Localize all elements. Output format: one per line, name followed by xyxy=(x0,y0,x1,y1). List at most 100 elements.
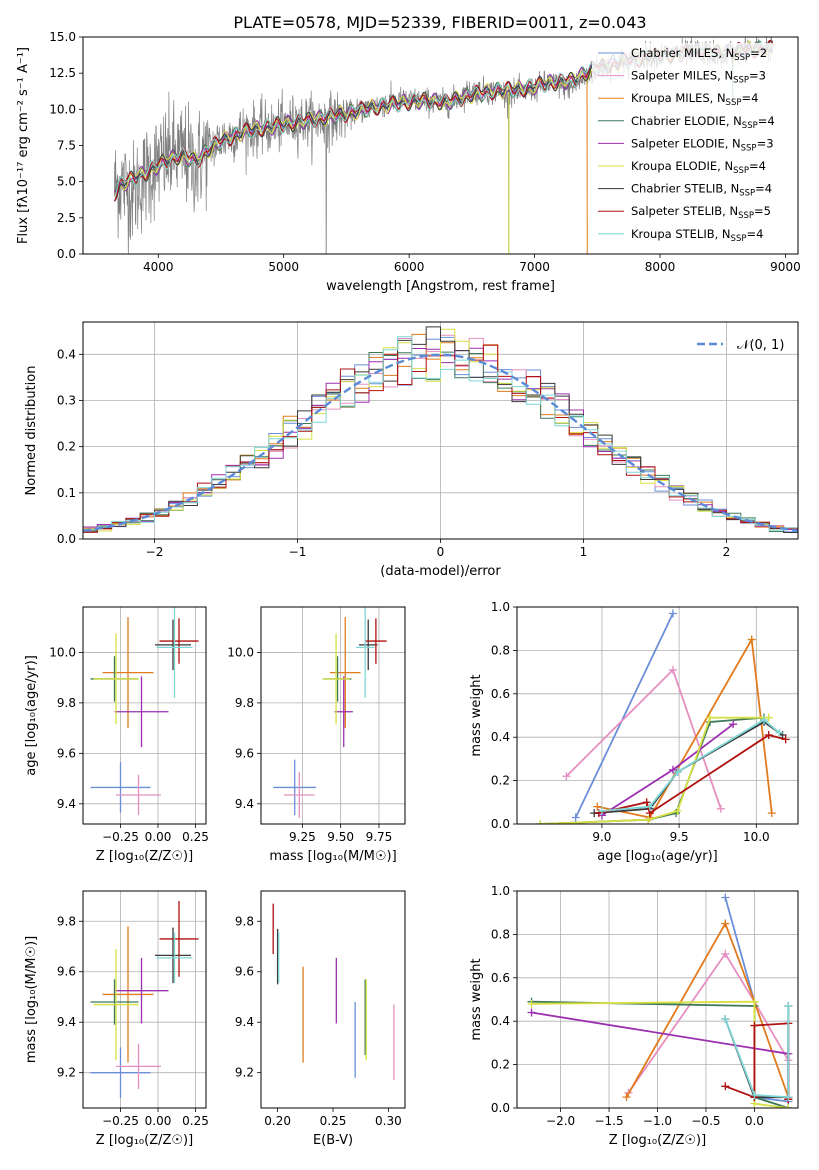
age-vs-mass-plot-area xyxy=(273,607,387,818)
mass-weight-marker xyxy=(597,806,606,815)
age-vs-mass-panel: 9.25 9.50 9.75 9.4 9.6 9.8 10.0 mass [log₁₀(M/M… xyxy=(227,606,406,864)
mass-weight-marker xyxy=(705,713,714,722)
axes-frame xyxy=(82,606,207,825)
y-tick-label: 9.8 xyxy=(235,696,254,710)
y-tick-label: 12.5 xyxy=(49,66,76,80)
mass-weight-marker xyxy=(750,1021,759,1030)
mass-weight-marker xyxy=(642,798,651,807)
legend-entry: Salpeter MILES, NSSP=3 xyxy=(631,69,766,86)
y-tick-label: 10.0 xyxy=(49,645,76,659)
y-tick-label: 9.8 xyxy=(235,914,254,928)
y-axis-label: mass weight xyxy=(469,674,484,756)
x-tick-label: 0.25 xyxy=(182,1114,209,1128)
y-tick-label: 0.3 xyxy=(57,393,76,407)
x-axis-label: (data-model)/error xyxy=(380,564,501,579)
axes-frame xyxy=(516,606,799,825)
mass-weight-marker xyxy=(721,1015,730,1024)
weight-vs-Z-panel: −2.0 −1.5 −1.0 −0.5 0.0 0.0 0.2 0.4 0.6 0.8 1.0 Z [… xyxy=(469,884,799,1148)
y-tick-label: 9.8 xyxy=(57,914,76,928)
mass-weight-marker xyxy=(668,609,677,618)
x-tick-label: 5000 xyxy=(268,260,299,274)
x-tick-label: 2 xyxy=(723,545,731,559)
y-tick-label: 1.0 xyxy=(491,884,510,898)
mass-weight-marker xyxy=(527,999,536,1008)
y-tick-label: 0.2 xyxy=(491,774,510,788)
mass-weight-marker xyxy=(721,949,730,958)
x-tick-label: −0.5 xyxy=(691,1114,720,1128)
mass-weight-marker xyxy=(571,813,580,822)
y-axis-label: mass [log₁₀(M/M☉)] xyxy=(24,936,39,1063)
legend-entry: Salpeter ELODIE, NSSP=3 xyxy=(631,136,774,153)
x-tick-label: −1.0 xyxy=(643,1114,672,1128)
x-tick-label: 0.25 xyxy=(320,1114,347,1128)
y-tick-label: 0.0 xyxy=(491,817,510,831)
mass-weight-marker xyxy=(668,765,677,774)
y-tick-label: 2.5 xyxy=(57,211,76,225)
x-tick-label: 9.50 xyxy=(327,830,354,844)
axes-frame xyxy=(82,36,799,255)
y-tick-label: 9.8 xyxy=(57,696,76,710)
age-vs-Z-plot-area xyxy=(90,607,199,816)
y-tick-label: 9.6 xyxy=(235,965,254,979)
x-tick-label: 0.20 xyxy=(264,1114,291,1128)
residuals-panel: −2 −1 0 1 2 0.0 0.1 0.2 0.3 0.4 (data-model)/error… xyxy=(24,321,799,579)
mass-weight-line xyxy=(574,613,674,818)
x-tick-label: −1 xyxy=(289,545,307,559)
x-tick-label: 9.25 xyxy=(289,830,316,844)
y-axis-label: mass weight xyxy=(469,958,484,1040)
mass-weight-marker xyxy=(775,728,784,737)
legend-box xyxy=(592,43,794,251)
axes-frame xyxy=(516,890,799,1109)
mass-weight-marker xyxy=(784,1104,793,1108)
residuals-legend: 𝒩(0, 1) xyxy=(697,338,784,353)
mass-vs-Z-panel: −0.25 0.00 0.25 9.2 9.4 9.6 9.8 Z [log₁₀(Z/Z☉)]… xyxy=(24,890,209,1148)
axes-frame xyxy=(82,890,207,1109)
mass-weight-marker xyxy=(784,1093,793,1102)
x-tick-label: 10.0 xyxy=(743,830,770,844)
y-axis-label: age [log₁₀(age/yr)] xyxy=(24,655,39,776)
weight-vs-age-panel: 9.0 9.5 10.0 0.0 0.2 0.4 0.6 0.8 1.0 age [log₁₀(a… xyxy=(469,600,799,864)
x-axis-label: E(B-V) xyxy=(313,1133,353,1148)
mass-weight-marker xyxy=(729,720,738,729)
y-tick-label: 0.0 xyxy=(491,1101,510,1115)
legend-entry: Salpeter STELIB, NSSP=5 xyxy=(631,204,771,221)
mass-weight-marker xyxy=(721,1082,730,1091)
x-tick-label: −0.25 xyxy=(102,1114,139,1128)
mass-weight-marker xyxy=(747,635,756,644)
legend-entry: Chabrier MILES, NSSP=2 xyxy=(631,46,767,63)
residuals-plot-area xyxy=(83,326,798,536)
mass-weight-marker xyxy=(673,806,682,815)
axes-frame xyxy=(260,606,406,825)
x-tick-label: 1 xyxy=(580,545,588,559)
mass-weight-marker xyxy=(767,809,776,818)
x-axis-label: Z [log₁₀(Z/Z☉)] xyxy=(609,1133,706,1148)
mass-weight-marker xyxy=(721,919,730,928)
legend-entry: Kroupa MILES, NSSP=4 xyxy=(631,91,758,108)
x-tick-label: 4000 xyxy=(143,260,174,274)
y-tick-label: 7.5 xyxy=(57,139,76,153)
mass-vs-EBV-plot-area xyxy=(272,903,395,1081)
mass-vs-Z-plot-area xyxy=(90,901,199,1098)
y-tick-label: 9.4 xyxy=(57,797,76,811)
y-axis-label: Flux [fλ10⁻¹⁷ erg cm⁻² s⁻¹ A⁻¹] xyxy=(16,47,31,244)
y-tick-label: 9.2 xyxy=(57,1066,76,1080)
mass-weight-marker xyxy=(562,772,571,781)
mass-vs-EBV-panel: 0.20 0.25 0.30 9.2 9.4 9.6 9.8 E(B-V) xyxy=(235,890,406,1148)
mass-weight-marker xyxy=(760,715,769,724)
mass-weight-marker xyxy=(673,767,682,776)
mass-weight-line xyxy=(625,921,790,1098)
normal-distribution-curve xyxy=(83,353,798,533)
mass-weight-marker xyxy=(721,893,730,902)
x-tick-label: 0.00 xyxy=(145,830,172,844)
legend-entry: Chabrier STELIB, NSSP=4 xyxy=(631,182,772,199)
weight-vs-Z-plot-area xyxy=(527,893,793,1108)
x-tick-label: 0.00 xyxy=(145,1114,172,1128)
mass-weight-marker xyxy=(644,815,653,824)
x-tick-label: −1.5 xyxy=(594,1114,623,1128)
mass-weight-marker xyxy=(645,802,654,811)
legend-entry: Kroupa STELIB, NSSP=4 xyxy=(631,227,763,244)
spectrum-legend: Chabrier MILES, NSSP=2 Salpeter MILES, NS… xyxy=(592,43,794,251)
mass-weight-marker xyxy=(593,802,602,811)
x-tick-label: 0.25 xyxy=(182,830,209,844)
